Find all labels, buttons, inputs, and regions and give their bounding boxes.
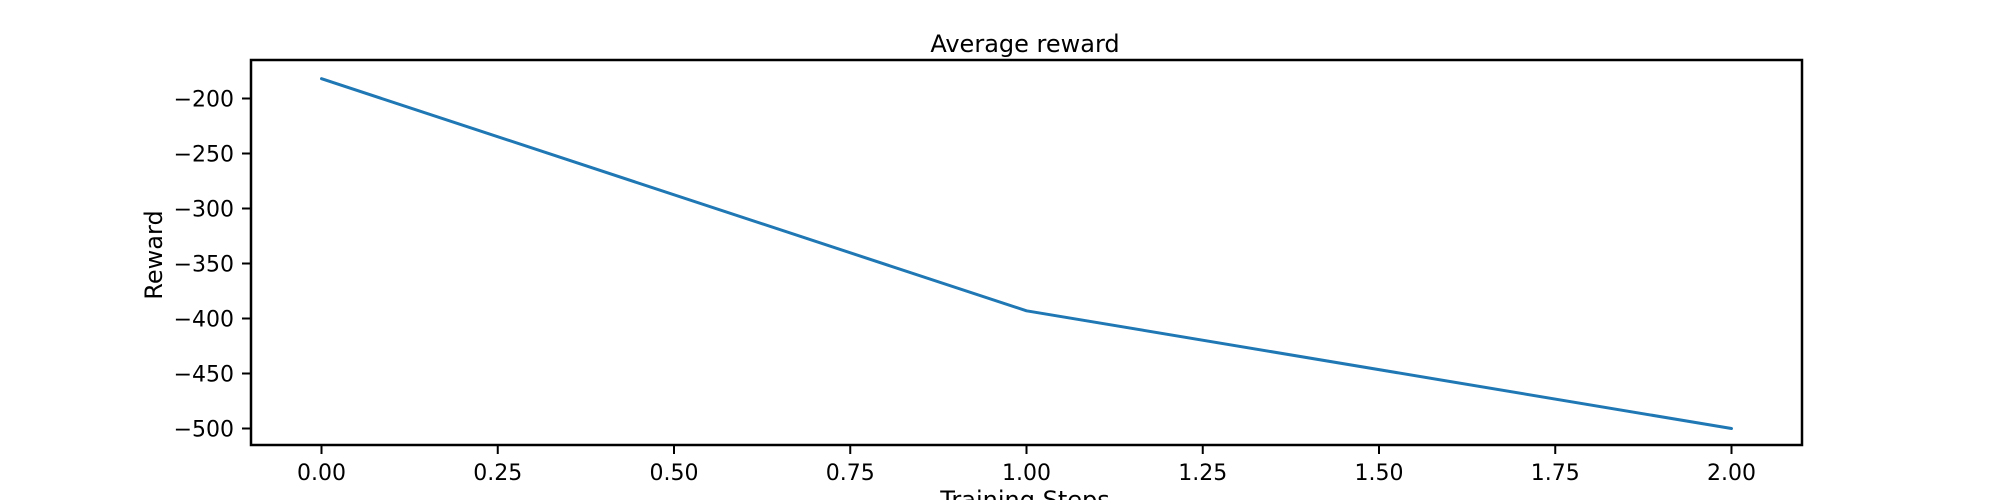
y-tick-label: −450: [174, 363, 234, 388]
plot-area-frame: [249, 58, 1804, 447]
x-tick-label: 2.00: [1707, 461, 1756, 486]
chart-title: Average reward: [930, 30, 1119, 58]
y-axis-ticks: −200 −250 −300 −350 −400 −450 −500: [174, 88, 251, 443]
y-tick-label: −250: [174, 143, 234, 168]
x-tick-label: 1.50: [1355, 461, 1404, 486]
y-tick-label: −400: [174, 308, 234, 333]
x-tick-label: 1.00: [1002, 461, 1051, 486]
x-axis-label: Training Steps: [939, 486, 1109, 500]
x-axis-ticks: 0.00 0.25 0.50 0.75 1.00 1.25 1.50 1.75 2.00: [297, 445, 1756, 486]
series-layer: [320, 77, 1733, 430]
y-axis-label: Reward: [140, 210, 168, 299]
x-tick-label: 0.25: [473, 461, 522, 486]
x-tick-label: 0.75: [826, 461, 875, 486]
y-tick-label: −300: [174, 198, 234, 223]
y-tick-label: −350: [174, 253, 234, 278]
y-tick-label: −200: [174, 88, 234, 113]
y-tick-label: −500: [174, 418, 234, 443]
x-tick-label: 0.00: [297, 461, 346, 486]
x-tick-label: 1.75: [1531, 461, 1580, 486]
x-tick-label: 1.25: [1178, 461, 1227, 486]
series-line-1: [320, 77, 1733, 430]
x-tick-label: 0.50: [650, 461, 699, 486]
